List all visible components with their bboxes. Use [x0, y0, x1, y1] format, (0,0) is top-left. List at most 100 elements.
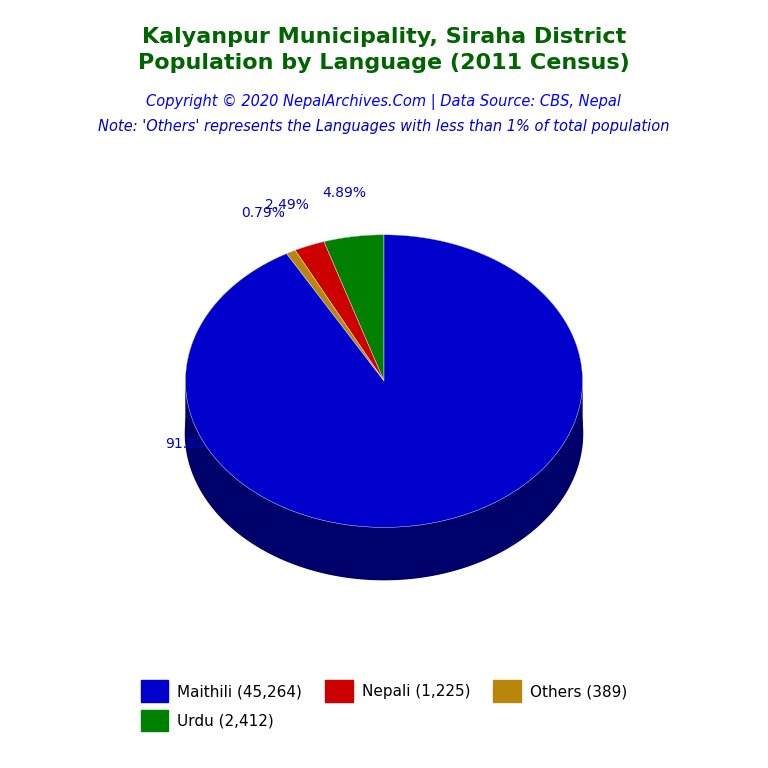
- Polygon shape: [196, 429, 201, 491]
- Polygon shape: [313, 518, 327, 574]
- Polygon shape: [324, 242, 384, 433]
- Polygon shape: [581, 365, 582, 428]
- Polygon shape: [214, 296, 222, 357]
- Polygon shape: [356, 526, 369, 579]
- Text: 4.89%: 4.89%: [323, 186, 366, 200]
- Polygon shape: [561, 314, 567, 376]
- Polygon shape: [381, 235, 382, 287]
- Polygon shape: [222, 288, 231, 349]
- Polygon shape: [196, 324, 201, 386]
- Polygon shape: [186, 366, 187, 429]
- Polygon shape: [372, 235, 373, 287]
- Polygon shape: [581, 386, 582, 449]
- Polygon shape: [192, 334, 196, 396]
- Polygon shape: [207, 305, 214, 366]
- Polygon shape: [375, 235, 376, 287]
- Polygon shape: [516, 272, 527, 332]
- Legend: Maithili (45,264), Urdu (2,412), Nepali (1,225), Others (389): Maithili (45,264), Urdu (2,412), Nepali …: [134, 674, 634, 737]
- Polygon shape: [251, 266, 263, 325]
- Polygon shape: [413, 524, 427, 578]
- Polygon shape: [537, 466, 545, 527]
- Polygon shape: [494, 259, 505, 317]
- Polygon shape: [286, 253, 384, 433]
- Text: Copyright © 2020 NepalArchives.Com | Data Source: CBS, Nepal: Copyright © 2020 NepalArchives.Com | Dat…: [147, 94, 621, 110]
- Polygon shape: [561, 439, 567, 500]
- Polygon shape: [576, 344, 579, 407]
- Polygon shape: [341, 524, 356, 578]
- Polygon shape: [579, 397, 581, 460]
- Text: 91.83%: 91.83%: [166, 437, 218, 451]
- Polygon shape: [517, 482, 527, 542]
- Polygon shape: [427, 521, 442, 576]
- Polygon shape: [369, 527, 384, 580]
- Polygon shape: [231, 280, 241, 340]
- Polygon shape: [201, 439, 207, 501]
- Polygon shape: [286, 250, 384, 381]
- Polygon shape: [186, 386, 187, 449]
- Polygon shape: [192, 419, 196, 481]
- Polygon shape: [300, 514, 313, 570]
- Polygon shape: [384, 235, 399, 287]
- Polygon shape: [442, 518, 455, 574]
- Polygon shape: [231, 475, 241, 535]
- Polygon shape: [413, 237, 427, 290]
- Polygon shape: [494, 497, 505, 555]
- Polygon shape: [572, 418, 576, 481]
- Polygon shape: [373, 235, 374, 287]
- Polygon shape: [380, 235, 381, 287]
- Polygon shape: [362, 236, 363, 288]
- Polygon shape: [567, 324, 572, 386]
- Polygon shape: [527, 280, 537, 339]
- Polygon shape: [371, 235, 372, 287]
- Polygon shape: [376, 235, 377, 287]
- Polygon shape: [455, 244, 468, 301]
- Polygon shape: [275, 503, 287, 561]
- Polygon shape: [545, 457, 554, 518]
- Polygon shape: [545, 296, 554, 357]
- Polygon shape: [252, 490, 263, 549]
- Polygon shape: [241, 273, 251, 332]
- Polygon shape: [505, 265, 516, 324]
- Polygon shape: [187, 397, 189, 460]
- Polygon shape: [379, 235, 380, 287]
- Polygon shape: [399, 235, 413, 289]
- Polygon shape: [185, 287, 583, 580]
- Polygon shape: [576, 408, 579, 470]
- Polygon shape: [374, 235, 375, 287]
- Polygon shape: [201, 314, 207, 376]
- Polygon shape: [295, 242, 384, 381]
- Polygon shape: [427, 238, 441, 293]
- Polygon shape: [366, 235, 367, 287]
- Polygon shape: [367, 235, 368, 287]
- Polygon shape: [554, 448, 561, 509]
- Polygon shape: [287, 508, 300, 566]
- Polygon shape: [527, 475, 537, 535]
- Polygon shape: [187, 355, 189, 418]
- Polygon shape: [399, 526, 413, 579]
- Polygon shape: [505, 490, 517, 549]
- Polygon shape: [368, 235, 369, 287]
- Polygon shape: [370, 235, 371, 287]
- Text: Note: 'Others' represents the Languages with less than 1% of total population: Note: 'Others' represents the Languages …: [98, 119, 670, 134]
- Polygon shape: [324, 242, 384, 433]
- Polygon shape: [263, 259, 274, 318]
- Polygon shape: [383, 235, 384, 287]
- Polygon shape: [384, 527, 399, 580]
- Polygon shape: [223, 466, 231, 527]
- Polygon shape: [441, 241, 455, 296]
- Text: Kalyanpur Municipality, Siraha District
Population by Language (2011 Census): Kalyanpur Municipality, Siraha District …: [138, 27, 630, 73]
- Polygon shape: [286, 253, 384, 433]
- Polygon shape: [324, 235, 384, 381]
- Text: 2.49%: 2.49%: [265, 198, 309, 212]
- Polygon shape: [377, 235, 378, 287]
- Polygon shape: [189, 408, 192, 471]
- Polygon shape: [382, 235, 383, 287]
- Polygon shape: [482, 503, 494, 561]
- Polygon shape: [241, 483, 252, 542]
- Text: 0.79%: 0.79%: [241, 206, 285, 220]
- Polygon shape: [481, 253, 494, 311]
- Polygon shape: [572, 334, 576, 396]
- Polygon shape: [468, 508, 482, 566]
- Polygon shape: [369, 235, 370, 287]
- Polygon shape: [364, 236, 365, 288]
